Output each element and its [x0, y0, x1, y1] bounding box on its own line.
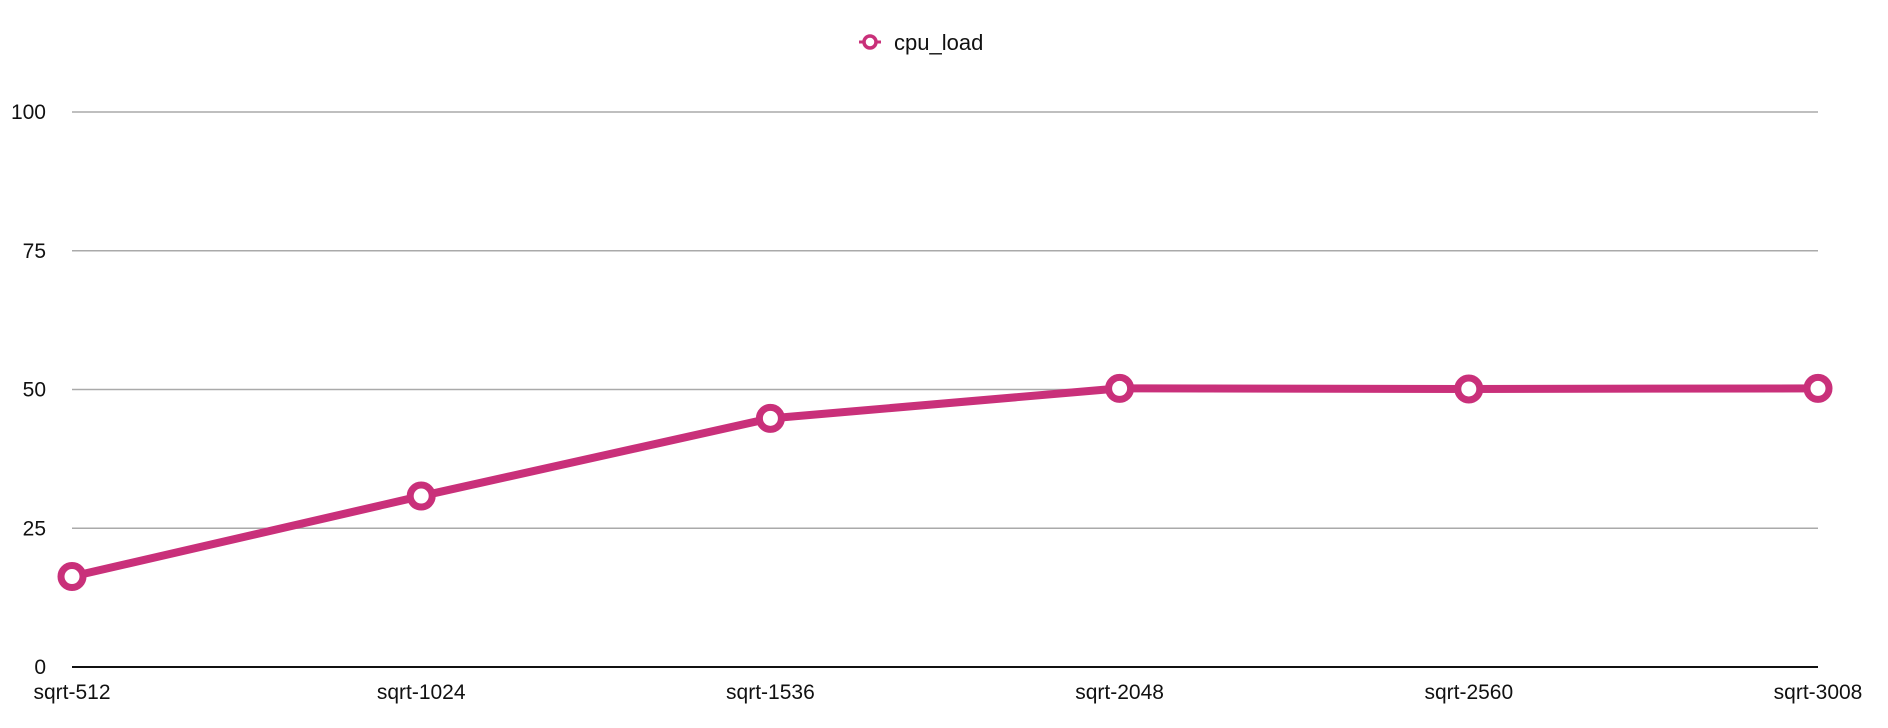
x-tick-label-sqrt-3008: sqrt-3008: [1774, 681, 1863, 704]
legend-label-cpu_load: cpu_load: [894, 30, 983, 55]
y-tick-label-25: 25: [23, 517, 46, 540]
x-tick-label-sqrt-2560: sqrt-2560: [1424, 681, 1513, 704]
data-point-cpu_load-sqrt-1536: [755, 403, 785, 433]
series-markers: [57, 373, 1833, 592]
legend-marker-cpu_load: [862, 34, 878, 50]
y-axis-tick-labels: 0 25 50 75 100: [11, 101, 46, 679]
legend: cpu_load: [859, 30, 983, 55]
x-tick-label-sqrt-1536: sqrt-1536: [726, 681, 815, 704]
data-point-cpu_load-sqrt-512: [57, 562, 87, 592]
x-tick-label-sqrt-1024: sqrt-1024: [377, 681, 466, 704]
series-line-cpu_load: [68, 384, 1822, 581]
y-tick-label-0: 0: [34, 656, 46, 679]
x-tick-label-sqrt-2048: sqrt-2048: [1075, 681, 1164, 704]
y-tick-label-50: 50: [23, 379, 46, 402]
data-point-cpu_load-sqrt-1024: [406, 481, 436, 511]
y-tick-label-100: 100: [11, 101, 46, 124]
x-tick-label-sqrt-512: sqrt-512: [33, 681, 110, 704]
series-lines: [68, 384, 1822, 581]
x-axis-tick-labels: sqrt-512 sqrt-1024 sqrt-1536 sqrt-2048 sqrt-…: [33, 681, 1862, 704]
gridlines: [72, 111, 1818, 529]
data-point-cpu_load-sqrt-2048: [1105, 373, 1135, 403]
y-tick-label-75: 75: [23, 240, 46, 263]
data-point-cpu_load-sqrt-2560: [1454, 374, 1484, 404]
data-point-cpu_load-sqrt-3008: [1803, 373, 1833, 403]
